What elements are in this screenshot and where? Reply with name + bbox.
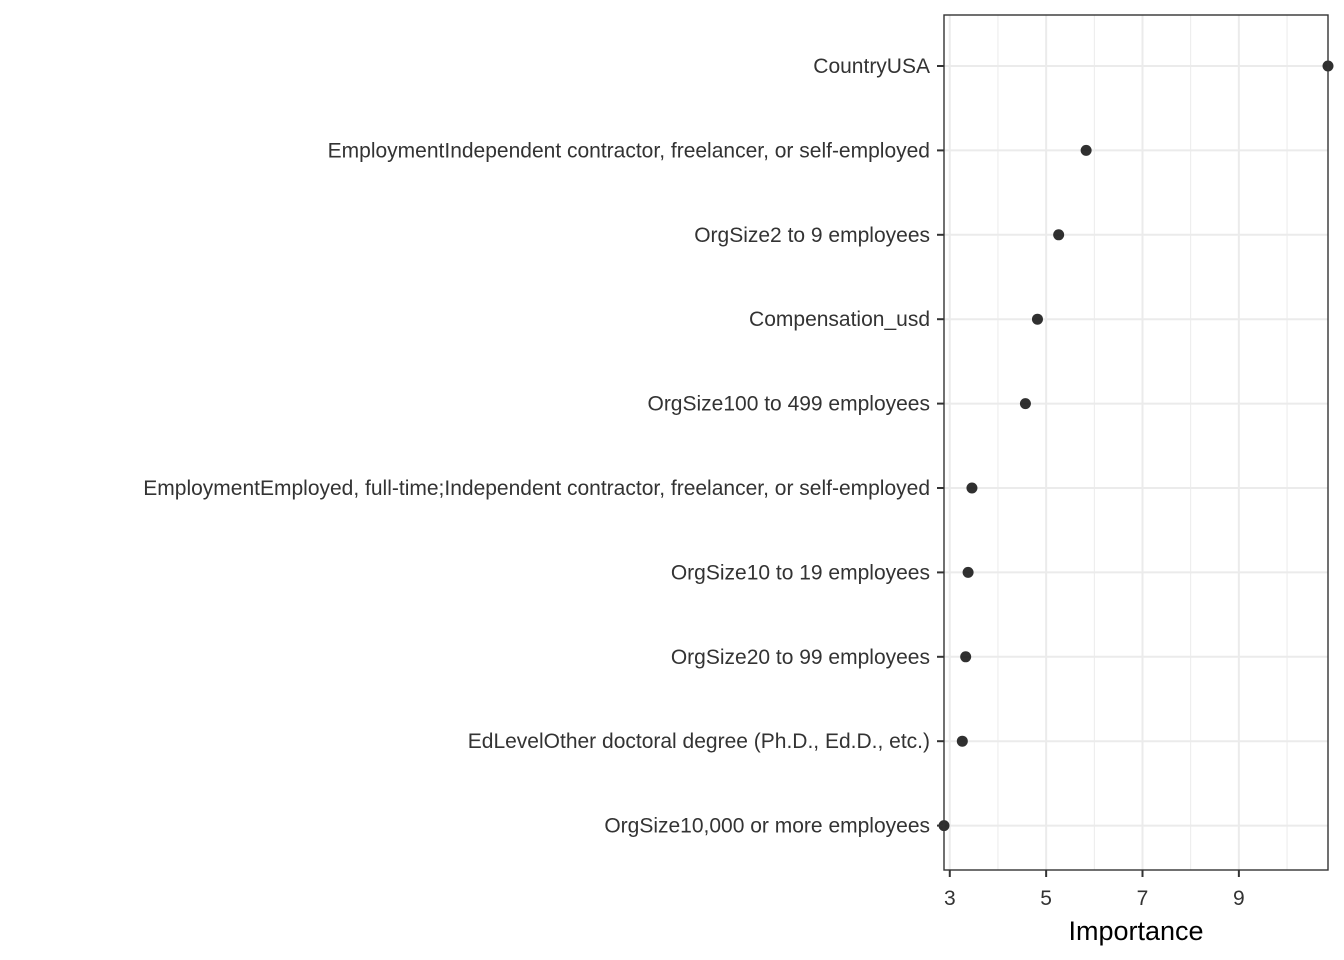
- data-point: [1031, 313, 1043, 325]
- y-tick-label: OrgSize20 to 99 employees: [671, 646, 930, 669]
- y-tick-label: OrgSize10 to 19 employees: [671, 561, 930, 584]
- x-axis-title: Importance: [1068, 916, 1203, 946]
- x-tick-label: 9: [1233, 887, 1245, 910]
- y-tick-label: EdLevelOther doctoral degree (Ph.D., Ed.…: [468, 730, 930, 753]
- data-point: [966, 482, 978, 494]
- y-tick-label: EmploymentEmployed, full-time;Independen…: [143, 477, 930, 500]
- y-tick-label: OrgSize100 to 499 employees: [647, 393, 930, 416]
- x-tick-label: 3: [944, 887, 956, 910]
- minor-gridlines: [997, 15, 1288, 870]
- y-axis-ticks: [937, 65, 944, 827]
- x-axis-labels: 3 5 7 9: [944, 887, 1245, 910]
- x-axis-ticks: [948, 870, 1240, 877]
- y-tick-label: OrgSize10,000 or more employees: [604, 815, 930, 838]
- plot-panel-border: [943, 14, 1329, 871]
- data-point: [1053, 229, 1065, 241]
- y-axis-labels: CountryUSA EmploymentIndependent contract…: [143, 55, 930, 838]
- data-point: [962, 566, 974, 578]
- data-point: [956, 735, 968, 747]
- y-tick-label: OrgSize2 to 9 employees: [694, 224, 930, 247]
- data-point: [1019, 398, 1031, 410]
- x-tick-label: 7: [1137, 887, 1149, 910]
- data-point: [960, 651, 972, 663]
- major-gridlines: [944, 15, 1328, 870]
- y-tick-label: CountryUSA: [813, 55, 930, 78]
- x-tick-label: 5: [1040, 887, 1052, 910]
- data-point: [1080, 144, 1092, 156]
- y-tick-label: Compensation_usd: [749, 308, 930, 331]
- y-tick-label: EmploymentIndependent contractor, freela…: [328, 139, 930, 162]
